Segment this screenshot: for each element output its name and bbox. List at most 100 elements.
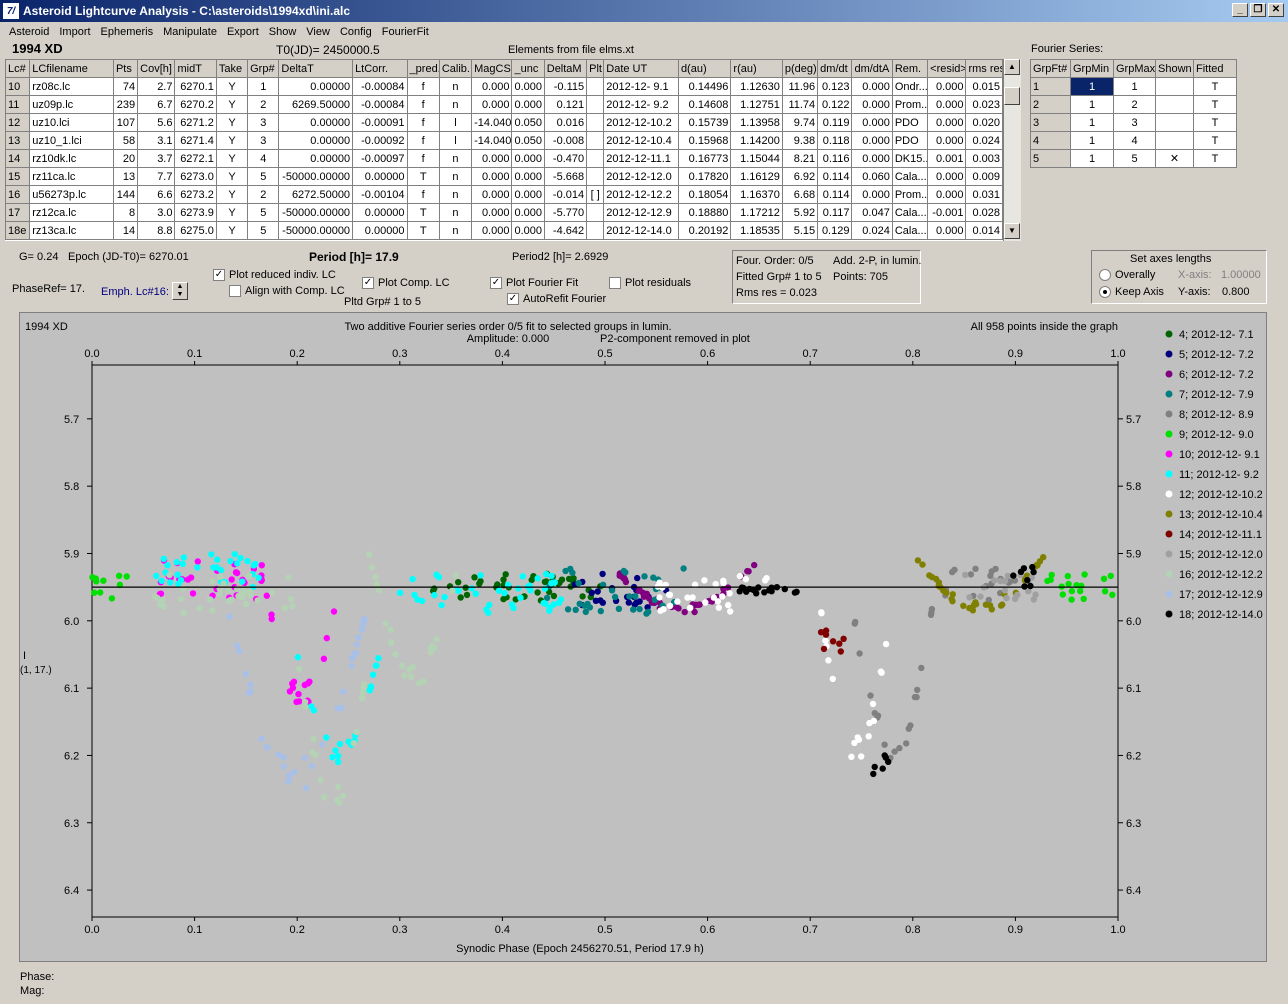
lc-cell[interactable]: 0.119 — [817, 113, 853, 132]
lc-cell[interactable]: 0.114 — [817, 185, 853, 204]
lc-cell[interactable]: 5.92 — [781, 203, 819, 222]
lc-cell[interactable]: -4.642 — [543, 221, 588, 240]
lc-cell[interactable]: -14.040 — [471, 113, 513, 132]
lc-cell[interactable]: 8.21 — [781, 149, 819, 168]
lc-cell[interactable]: 0.117 — [817, 203, 853, 222]
fourier-cell[interactable]: 1 — [1070, 95, 1114, 114]
lc-cell[interactable]: n — [438, 203, 473, 222]
lc-cell[interactable]: 0.000 — [511, 167, 545, 186]
lc-col-header[interactable]: midT — [174, 59, 217, 78]
lc-col-header[interactable]: DeltaT — [278, 59, 354, 78]
minimize-button[interactable]: _ — [1232, 3, 1248, 17]
lc-cell[interactable]: 2012-12-12.0 — [603, 167, 679, 186]
lc-cell[interactable]: Ondr... — [891, 77, 929, 96]
lc-cell[interactable]: 0.020 — [965, 113, 1003, 132]
fourier-col-header[interactable]: Shown — [1155, 59, 1194, 78]
lc-cell[interactable]: 0.015 — [965, 77, 1003, 96]
lc-cell[interactable]: 6271.4 — [174, 131, 217, 150]
lc-cell[interactable]: T — [406, 167, 440, 186]
lc-cell[interactable]: 1.13958 — [730, 113, 783, 132]
lc-cell[interactable]: 0.000 — [927, 77, 967, 96]
lc-cell[interactable]: Cala... — [891, 167, 929, 186]
lc-cell[interactable]: n — [438, 185, 473, 204]
lc-cell[interactable] — [586, 77, 605, 96]
lc-cell[interactable]: 13 — [5, 131, 31, 150]
lc-cell[interactable]: 6272.50000 — [278, 185, 354, 204]
plot-residuals-checkbox[interactable]: Plot residuals — [609, 277, 691, 290]
autorefit-checkbox[interactable]: ✓ AutoRefit Fourier — [507, 293, 607, 306]
lc-cell[interactable] — [586, 203, 605, 222]
lc-cell[interactable]: 0.121 — [543, 95, 588, 114]
fourier-col-header[interactable]: GrpMax — [1113, 59, 1156, 78]
lc-cell[interactable]: rz10dk.lc — [29, 149, 114, 168]
lc-cell[interactable]: 3.1 — [137, 131, 176, 150]
lc-cell[interactable]: -5.770 — [543, 203, 588, 222]
lc-cell[interactable]: 11.74 — [781, 95, 819, 114]
xaxis-input[interactable]: 1.00000 — [1221, 269, 1261, 281]
lc-cell[interactable]: Prom... — [891, 185, 929, 204]
lc-col-header[interactable]: d(au) — [677, 59, 732, 78]
lc-cell[interactable]: 3 — [247, 113, 280, 132]
lc-cell[interactable]: f — [406, 95, 440, 114]
lc-col-header[interactable]: _pred. — [406, 59, 440, 78]
fourier-col-header[interactable]: GrpFt# — [1030, 59, 1071, 78]
fourier-cell[interactable]: T — [1193, 149, 1237, 168]
lc-cell[interactable]: Y — [215, 185, 249, 204]
lc-cell[interactable]: 58 — [112, 131, 139, 150]
lc-cell[interactable]: 1.16370 — [730, 185, 783, 204]
fourier-cell[interactable]: 1 — [1070, 131, 1114, 150]
lc-col-header[interactable]: <resid> — [927, 59, 967, 78]
fourier-cell[interactable]: 5 — [1030, 149, 1071, 168]
lc-table-scrollbar[interactable]: ▲ ▼ — [1003, 59, 1021, 241]
lc-cell[interactable]: 0.023 — [965, 95, 1003, 114]
lc-cell[interactable]: rz12ca.lc — [29, 203, 114, 222]
lc-cell[interactable]: n — [438, 95, 473, 114]
lc-cell[interactable] — [586, 113, 605, 132]
lc-cell[interactable]: 0.000 — [927, 113, 967, 132]
lc-cell[interactable]: -0.00104 — [352, 185, 408, 204]
lc-cell[interactable]: 6273.2 — [174, 185, 217, 204]
lc-cell[interactable]: 6.92 — [781, 167, 819, 186]
lc-cell[interactable]: 239 — [112, 95, 139, 114]
emph-lc-spinner[interactable]: ▲ ▼ — [172, 282, 188, 300]
lc-cell[interactable]: 0.024 — [965, 131, 1003, 150]
lc-cell[interactable]: 2 — [247, 95, 280, 114]
lc-col-header[interactable]: _unc — [511, 59, 545, 78]
lc-cell[interactable]: 0.060 — [851, 167, 893, 186]
lc-col-header[interactable]: Date UT — [603, 59, 679, 78]
menu-ephemeris[interactable]: Ephemeris — [100, 26, 154, 38]
lc-cell[interactable]: 0.18054 — [677, 185, 732, 204]
lc-row[interactable]: 13 uz10_1.lci 58 3.1 6271.4 Y 3 0.00000 -0.00092… — [5, 131, 1003, 150]
lc-row[interactable]: 15 rz11ca.lc 13 7.7 6273.0 Y 5 -50000.00000 0.00… — [5, 167, 1003, 186]
close-button[interactable]: ✕ — [1268, 3, 1284, 17]
lc-cell[interactable]: 0.000 — [927, 95, 967, 114]
period-value[interactable]: Period [h]= 17.9 — [309, 250, 399, 264]
lc-cell[interactable]: Y — [215, 149, 249, 168]
plot-reduced-checkbox[interactable]: ✓ Plot reduced indiv. LC — [213, 269, 336, 282]
lc-cell[interactable]: 14 — [5, 149, 31, 168]
lc-cell[interactable]: Cala... — [891, 203, 929, 222]
fourier-cell[interactable]: 3 — [1030, 113, 1071, 132]
lc-cell[interactable]: 6.6 — [137, 185, 176, 204]
lc-row[interactable]: 10 rz08c.lc 74 2.7 6270.1 Y 1 0.00000 -0.00084 f n… — [5, 77, 1003, 96]
lc-cell[interactable]: 14 — [112, 221, 139, 240]
lc-cell[interactable]: -0.00092 — [352, 131, 408, 150]
fourier-cell[interactable]: 1 — [1070, 77, 1114, 96]
lc-cell[interactable]: -0.008 — [543, 131, 588, 150]
period2-value[interactable]: Period2 [h]= 2.6929 — [512, 251, 609, 263]
lc-col-header[interactable]: LtCorr. — [352, 59, 408, 78]
lc-cell[interactable]: 9.38 — [781, 131, 819, 150]
fourier-cell[interactable] — [1155, 77, 1194, 96]
lc-cell[interactable]: 15 — [5, 167, 31, 186]
lc-cell[interactable]: Y — [215, 113, 249, 132]
lc-cell[interactable]: -0.00097 — [352, 149, 408, 168]
lc-cell[interactable]: 0.001 — [927, 149, 967, 168]
lc-cell[interactable] — [586, 95, 605, 114]
lc-cell[interactable]: uz09p.lc — [29, 95, 114, 114]
lc-cell[interactable]: 5 — [247, 167, 280, 186]
lc-cell[interactable]: 0.000 — [471, 167, 513, 186]
lc-cell[interactable]: n — [438, 221, 473, 240]
lc-row[interactable]: 17 rz12ca.lc 8 3.0 6273.9 Y 5 -50000.00000 0.000… — [5, 203, 1003, 222]
lc-cell[interactable]: 0.000 — [511, 149, 545, 168]
lc-cell[interactable]: 0.00000 — [352, 221, 408, 240]
